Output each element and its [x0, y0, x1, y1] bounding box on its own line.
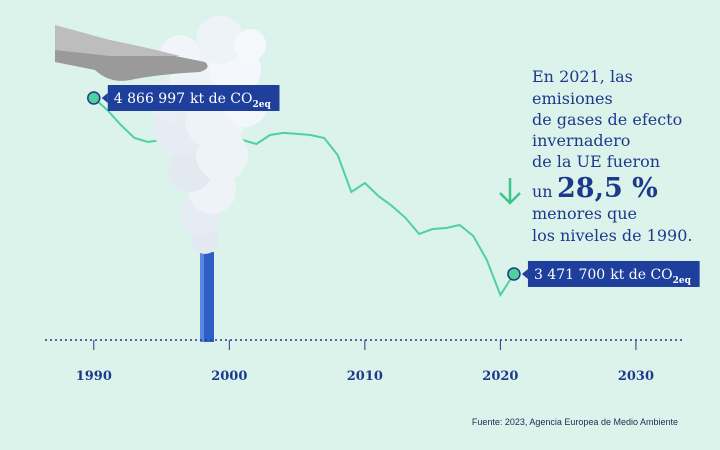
value-label: 4 866 997 kt de CO2eq: [101, 85, 280, 111]
x-tick-label: 2000: [211, 369, 247, 384]
annotation: En 2021, las emisiones de gases de efect…: [499, 67, 692, 245]
value-label-unit: kt de CO: [610, 267, 672, 283]
value-label-text: 3 471 700 kt de CO2eq: [534, 267, 692, 286]
annotation-line: invernadero: [532, 131, 630, 150]
source: Fuente: 2023, Agencia Europea de Medio A…: [472, 417, 678, 427]
annotation-highlight: 28,5 %: [557, 173, 658, 204]
value-label-pointer: [101, 93, 108, 103]
value-label-pointer: [521, 268, 528, 279]
x-tick-label: 2020: [482, 369, 518, 384]
annotation-line: un: [532, 182, 553, 201]
value-label: 3 471 700 kt de CO2eq: [521, 260, 700, 287]
value-label-box: [527, 260, 700, 287]
end-point: [507, 267, 521, 281]
annotation-line: de gases de efecto: [532, 110, 682, 129]
value-label-unit: kt de CO: [190, 91, 252, 107]
value-label-box: [107, 85, 280, 111]
down-arrow: [499, 178, 521, 205]
value-label-number: 3 471 700: [534, 267, 605, 283]
value-label-unit-sub: 2eq: [673, 276, 692, 286]
annotation-line: En 2021, las: [532, 67, 633, 86]
annotation-line: menores que: [532, 204, 637, 223]
end-point: [87, 91, 101, 105]
hand-highlight: [55, 25, 180, 56]
chimney-highlight: [200, 252, 204, 342]
x-tick-label: 2010: [347, 369, 383, 384]
value-label-unit-sub: 2eq: [253, 100, 272, 110]
value-label-number: 4 866 997: [114, 91, 185, 107]
value-label-text: 4 866 997 kt de CO2eq: [114, 91, 272, 110]
x-tick-label: 1990: [76, 369, 112, 384]
annotation-line: los niveles de 1990.: [532, 226, 692, 245]
annotation-line: emisiones: [532, 89, 613, 108]
x-tick-label: 2030: [618, 369, 654, 384]
annotation-line: de la UE fueron: [532, 152, 660, 171]
